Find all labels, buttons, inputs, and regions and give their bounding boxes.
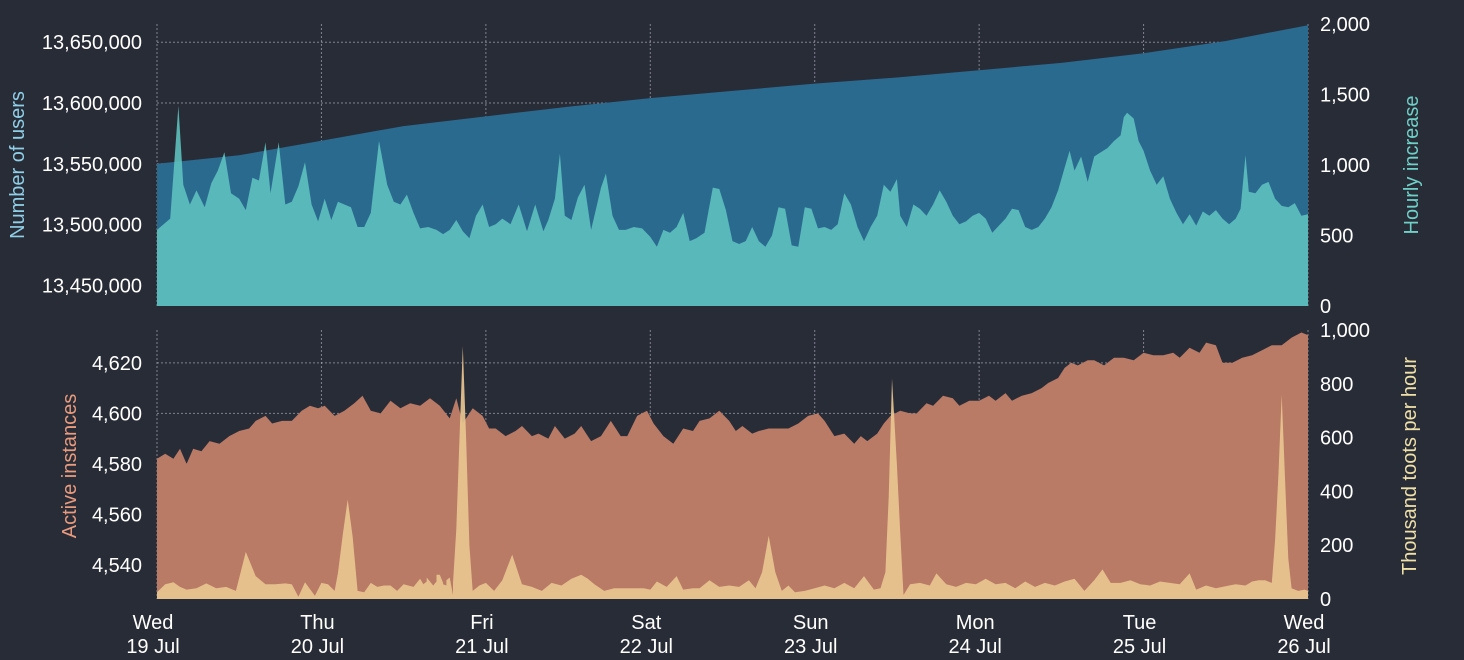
date-tick-date: 23 Jul [784,636,837,658]
hourly-increase-tick: 1,500 [1320,85,1370,107]
active-instances-axis-label: Active instances [59,394,81,539]
hourly-increase-tick: 2,000 [1320,14,1370,36]
users-tick: 13,500,000 [42,215,142,237]
date-tick-date: 26 Jul [1277,636,1330,658]
users-axis-ticks: 13,450,000 13,500,000 13,550,000 13,600,000… [42,32,142,297]
active-instances-tick: 4,600 [92,403,142,425]
users-axis-label: Number of users [7,91,29,239]
date-tick-day: Wed [1284,612,1325,634]
toots-tick: 600 [1320,428,1353,450]
toots-tick: 800 [1320,374,1353,396]
hourly-increase-tick: 0 [1320,296,1331,318]
hourly-increase-axis-label: Hourly increase [1401,96,1423,235]
toots-tick: 200 [1320,535,1353,557]
toots-tick: 400 [1320,481,1353,503]
date-tick-day: Mon [956,612,995,634]
date-tick-day: Tue [1123,612,1157,634]
date-tick-day: Fri [470,612,493,634]
users-tick: 13,450,000 [42,275,142,297]
users-tick: 13,600,000 [42,93,142,115]
active-instances-axis-ticks: 4,540 4,560 4,580 4,600 4,620 [92,353,142,577]
hourly-increase-area [157,105,1308,306]
hourly-increase-tick: 1,000 [1320,155,1370,177]
toots-axis-label: Thousand toots per hour [1399,357,1421,575]
users-panel: 13,450,000 13,500,000 13,550,000 13,600,000… [7,14,1423,318]
instances-panel: 4,540 4,560 4,580 4,600 4,620 0 200 400 600 800 1… [59,320,1421,611]
users-tick: 13,650,000 [42,32,142,54]
date-tick-date: 24 Jul [948,636,1001,658]
active-instances-tick: 4,540 [92,555,142,577]
date-tick-date: 19 Jul [126,636,179,658]
active-instances-tick: 4,580 [92,454,142,476]
date-tick-date: 20 Jul [291,636,344,658]
toots-tick: 1,000 [1320,320,1370,342]
date-tick-day: Sat [631,612,661,634]
active-instances-area [157,332,1308,599]
date-tick-day: Sun [793,612,829,634]
date-tick-date: 25 Jul [1113,636,1166,658]
date-tick-date: 21 Jul [455,636,508,658]
date-tick-day: Thu [300,612,334,634]
toots-axis-ticks: 0 200 400 600 800 1,000 [1320,320,1370,611]
toots-tick: 0 [1320,589,1331,611]
date-tick-day: Wed [133,612,174,634]
hourly-increase-axis-ticks: 0 500 1,000 1,500 2,000 [1320,14,1370,318]
date-tick-date: 22 Jul [620,636,673,658]
active-instances-tick: 4,560 [92,504,142,526]
users-tick: 13,550,000 [42,154,142,176]
active-instances-tick: 4,620 [92,353,142,375]
hourly-increase-tick: 500 [1320,226,1353,248]
